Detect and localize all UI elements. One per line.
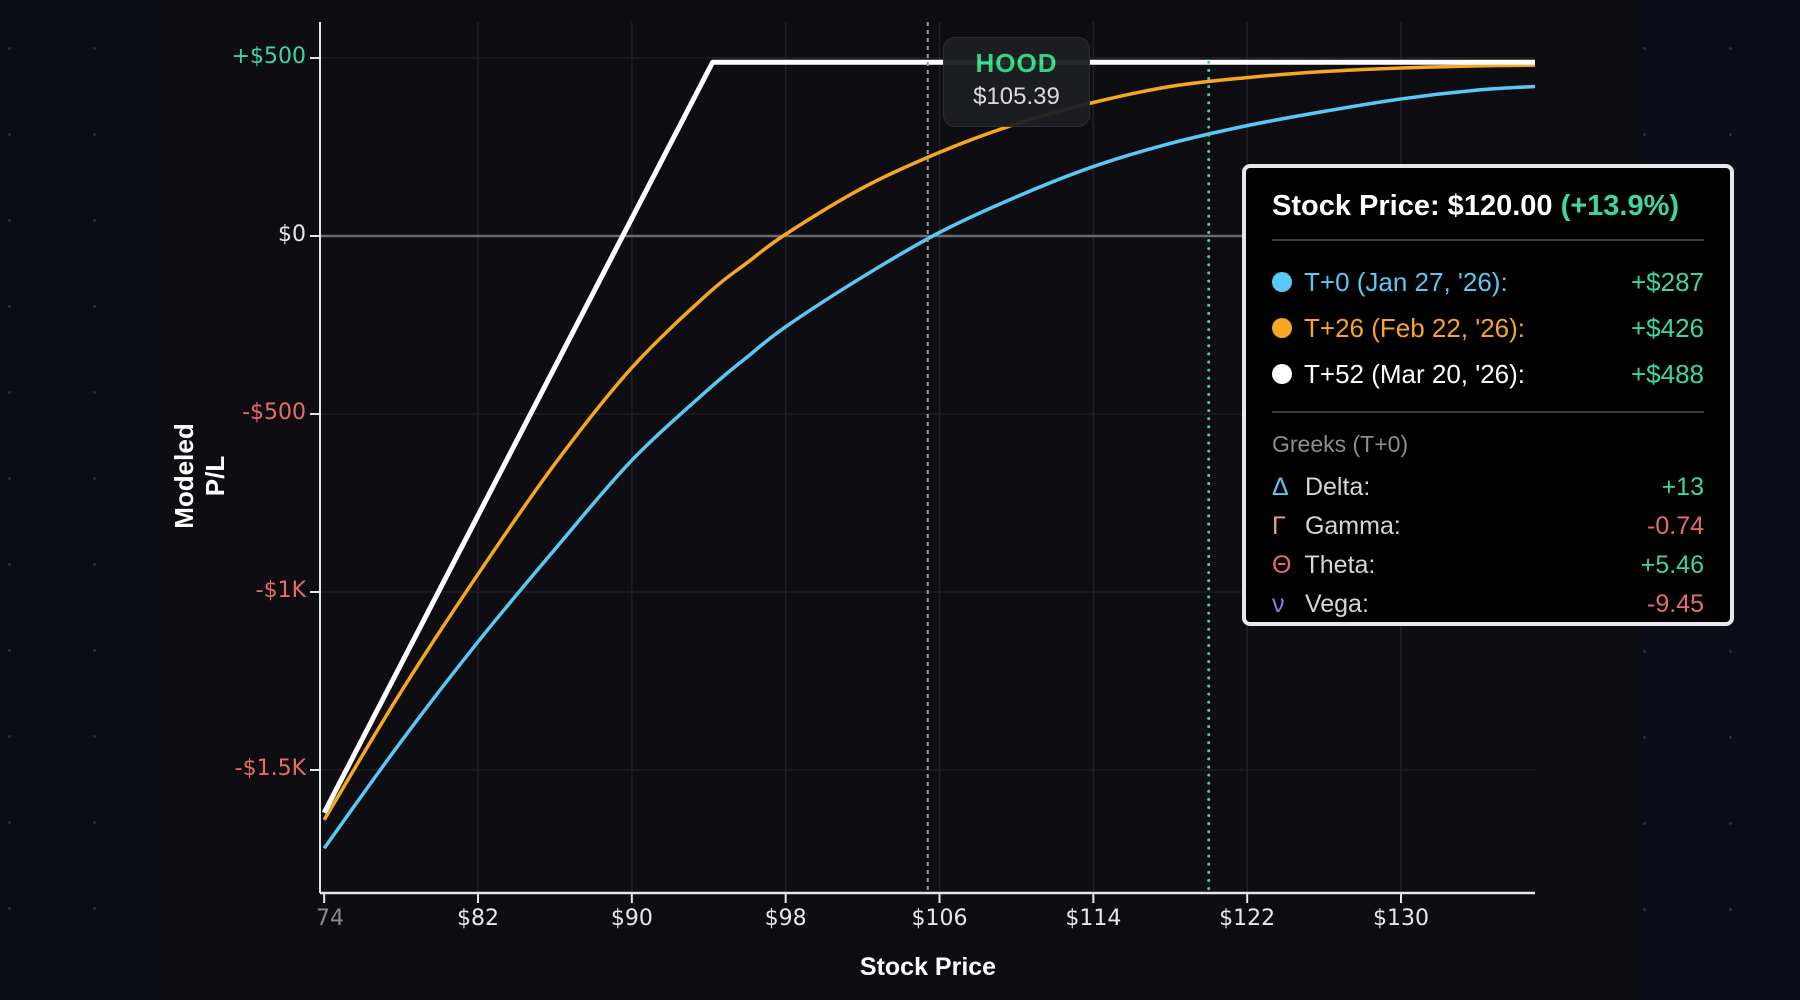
y-tick-label: -$1K [255, 578, 306, 603]
tooltip-series-values: T+0 (Jan 27, '26): +$287 T+26 (Feb 22, '… [1272, 259, 1704, 397]
greek-delta-icon: Δ [1272, 473, 1289, 501]
series-color-dot-icon [1272, 318, 1292, 338]
series-value: +$488 [1630, 358, 1704, 389]
x-tick-label: $114 [1065, 906, 1122, 931]
tooltip-row: T+52 (Mar 20, '26): +$488 [1272, 351, 1704, 397]
current-price: $105.39 [973, 83, 1060, 110]
tooltip-row: T+0 (Jan 27, '26): +$287 [1272, 259, 1704, 305]
series-label: T+52 (Mar 20, '26): [1272, 359, 1525, 390]
divider [1272, 239, 1704, 241]
greek-label: Γ Gamma: [1272, 512, 1401, 540]
x-tick-label: $82 [457, 906, 499, 931]
greeks-list: Δ Delta: +13 Γ Gamma: -0.74 Θ Theta: +5.… [1272, 468, 1704, 624]
greek-row: Θ Theta: +5.46 [1272, 546, 1704, 585]
greek-value: -9.45 [1647, 590, 1704, 618]
y-tick-label: $0 [278, 222, 306, 247]
x-tick-label: $130 [1373, 906, 1429, 931]
tooltip-title: Stock Price: $120.00 (+13.9%) [1272, 190, 1704, 223]
greek-row: Γ Gamma: -0.74 [1272, 507, 1704, 546]
greek-label: ν Vega: [1272, 590, 1369, 618]
curve-t52 [321, 59, 1535, 814]
series-label: T+26 (Feb 22, '26): [1272, 313, 1525, 344]
divider [1272, 411, 1704, 413]
background-left [0, 0, 160, 1000]
series-color-dot-icon [1272, 364, 1292, 384]
price-markers [926, 22, 1211, 895]
current-price-badge: HOOD $105.39 [943, 37, 1090, 127]
greek-value: -0.74 [1647, 512, 1704, 540]
axes [310, 22, 1535, 903]
y-axis-title: Modeled P/L [169, 423, 230, 529]
series-label: T+0 (Jan 27, '26): [1272, 267, 1508, 298]
series-name: T+26 (Feb 22, '26): [1304, 312, 1526, 343]
ticker-symbol: HOOD [975, 48, 1058, 78]
y-tick-label: -$500 [242, 400, 306, 425]
y-tick-label: +$500 [231, 44, 306, 69]
x-tick-label: $90 [610, 906, 653, 931]
tooltip-stock-price: Stock Price: $120.00 [1272, 190, 1553, 222]
x-tick-label: $122 [1219, 906, 1276, 931]
x-tick-label: $98 [764, 906, 807, 931]
greek-label: Θ Theta: [1272, 551, 1376, 579]
y-tick-label: -$1.5K [234, 756, 306, 781]
pl-curves [321, 59, 1535, 850]
greeks-title: Greeks (T+0) [1272, 431, 1409, 457]
curve-t26 [322, 63, 1535, 821]
greek-gamma-icon: Γ [1272, 512, 1286, 540]
greek-value: +13 [1661, 473, 1704, 501]
greek-theta-icon: Θ [1272, 551, 1292, 579]
x-tick-label: $106 [911, 906, 968, 931]
greek-value: +5.46 [1640, 551, 1704, 579]
series-value: +$287 [1630, 266, 1704, 297]
greek-label: Δ Delta: [1272, 473, 1371, 501]
tooltip-price-change: (+13.9%) [1560, 190, 1680, 222]
series-name: T+0 (Jan 27, '26): [1304, 266, 1508, 297]
series-value: +$426 [1630, 312, 1704, 343]
greek-row: Δ Delta: +13 [1272, 468, 1704, 507]
x-tick-label: 74 [316, 906, 344, 931]
hover-tooltip: Stock Price: $120.00 (+13.9%) T+0 (Jan 2… [1242, 164, 1734, 626]
curve-t0 [322, 84, 1535, 850]
tooltip-row: T+26 (Feb 22, '26): +$426 [1272, 305, 1704, 351]
x-axis-title: Stock Price [859, 953, 997, 981]
series-name: T+52 (Mar 20, '26): [1304, 358, 1525, 389]
series-color-dot-icon [1272, 272, 1292, 292]
greek-vega-icon: ν [1272, 590, 1285, 618]
greek-row: ν Vega: -9.45 [1272, 585, 1704, 624]
